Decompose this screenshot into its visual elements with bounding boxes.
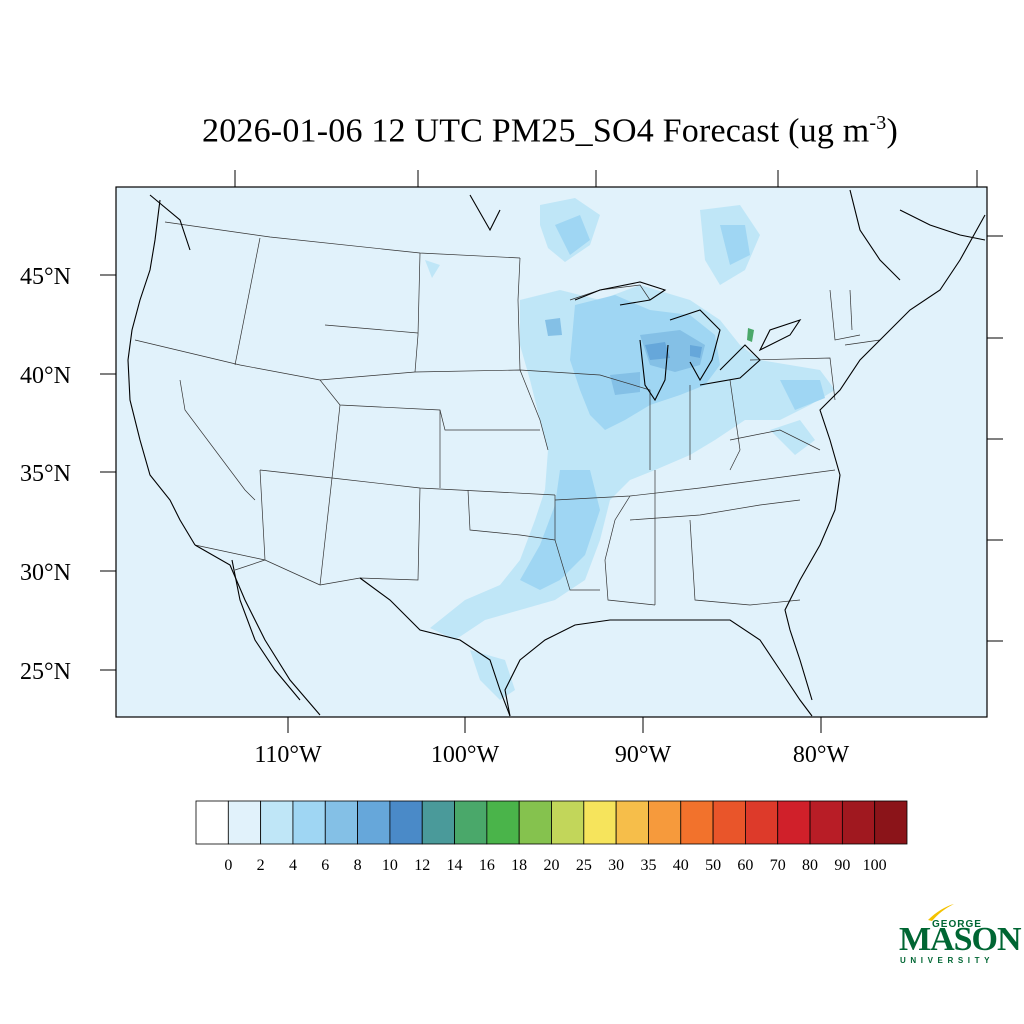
pm25-band-14-16	[747, 328, 754, 342]
colorbar-label: 35	[640, 857, 656, 874]
colorbar-swatch	[227, 800, 262, 845]
colorbar-label: 40	[673, 857, 689, 874]
lon-label-80w: 80°W	[793, 742, 850, 768]
colorbar-label: 90	[834, 857, 850, 874]
colorbar-swatch	[745, 800, 779, 845]
colorbar-label: 18	[511, 857, 527, 874]
colorbar-label: 16	[479, 857, 495, 874]
colorbar-swatch	[583, 800, 617, 845]
colorbar-labels: 0 2 4 6 8 10 12 14 16 18 20 25 30 35 40 50 60 70 80 90 100	[224, 857, 886, 874]
colorbar-label: 80	[802, 857, 818, 874]
latitude-labels: 45°N 40°N 35°N 30°N 25°N	[20, 264, 71, 685]
colorbar	[195, 800, 908, 845]
colorbar-label: 50	[705, 857, 721, 874]
colorbar-swatch	[292, 800, 326, 845]
logo-line-george: GEORGE	[932, 919, 982, 930]
top-ticks	[234, 170, 978, 187]
lat-label-30: 30°N	[20, 560, 71, 586]
colorbar-swatch	[712, 800, 746, 845]
colorbar-label: 70	[770, 857, 786, 874]
pm25-band-8-10	[645, 342, 702, 360]
map-title: 2026-01-06 12 UTC PM25_SO4 Forecast (ug …	[0, 112, 1024, 150]
colorbar-label: 8	[354, 857, 362, 874]
map-frame	[115, 186, 988, 718]
colorbar-label: 25	[576, 857, 592, 874]
colorbar-label: 0	[224, 857, 232, 874]
colorbar-label: 20	[544, 857, 560, 874]
logo-line-mason: MASON	[899, 921, 1022, 958]
colorbar-label: 4	[289, 857, 297, 874]
colorbar-swatch	[421, 800, 455, 845]
colorbar-swatch	[357, 800, 391, 845]
title-close: )	[886, 112, 898, 150]
coastline	[127, 189, 986, 717]
lat-label-25: 25°N	[20, 659, 71, 685]
colorbar-swatch	[648, 800, 682, 845]
colorbar-label: 14	[447, 857, 463, 874]
title-superscript: -3	[869, 112, 887, 134]
colorbar-label: 30	[608, 857, 624, 874]
pm25-band-6-8	[545, 318, 705, 395]
colorbar-swatch	[841, 800, 876, 845]
colorbar-swatch	[874, 800, 908, 845]
right-ticks	[987, 235, 1003, 642]
logo-line-university: UNIVERSITY	[900, 956, 995, 965]
pm25-band-4-6	[520, 215, 825, 590]
bottom-ticks	[287, 717, 822, 733]
colorbar-swatch	[389, 800, 423, 845]
colorbar-swatch	[486, 800, 520, 845]
colorbar-label: 10	[382, 857, 398, 874]
left-ticks	[100, 274, 116, 671]
state-boundaries	[134, 221, 881, 606]
title-text: 2026-01-06 12 UTC PM25_SO4 Forecast (ug …	[202, 112, 870, 150]
colorbar-swatch	[615, 800, 649, 845]
map-panel	[100, 170, 1003, 733]
colorbar-swatch	[551, 800, 585, 845]
colorbar-label: 2	[257, 857, 265, 874]
logo-swoosh-icon	[928, 904, 954, 921]
lat-label-45: 45°N	[20, 264, 71, 290]
lat-label-40: 40°N	[20, 363, 71, 389]
colorbar-label: 60	[737, 857, 753, 874]
colorbar-label: 6	[321, 857, 329, 874]
colorbar-swatch	[195, 800, 229, 845]
lat-label-35: 35°N	[20, 461, 71, 487]
colorbar-swatch	[777, 800, 811, 845]
longitude-labels: 110°W 100°W 90°W 80°W	[254, 742, 849, 768]
colorbar-swatch	[454, 800, 488, 845]
colorbar-swatch	[680, 800, 714, 845]
colorbar-swatch	[809, 800, 843, 845]
colorbar-label: 12	[414, 857, 430, 874]
lon-label-100w: 100°W	[431, 742, 500, 768]
colorbar-label: 100	[863, 857, 887, 874]
colorbar-swatch	[260, 800, 294, 845]
colorbar-swatch	[324, 800, 358, 845]
university-logo: GEORGE MASON UNIVERSITY	[898, 900, 1022, 970]
colorbar-swatch	[518, 800, 552, 845]
lon-label-110w: 110°W	[254, 742, 322, 768]
lon-label-90w: 90°W	[615, 742, 672, 768]
pm25-band-2-4	[425, 198, 835, 700]
